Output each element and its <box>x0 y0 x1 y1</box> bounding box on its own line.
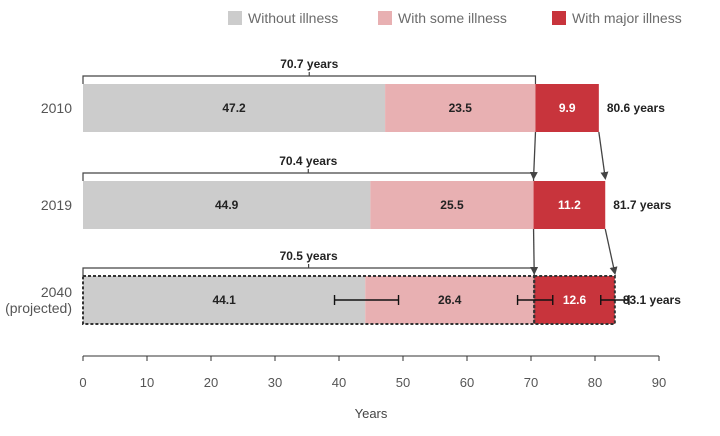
category-label-2019: 2019 <box>41 197 72 213</box>
legend: Without illness With some illness With maj… <box>228 10 682 26</box>
brace-label-2019: 70.4 years <box>279 154 337 168</box>
brace-2019 <box>82 172 535 181</box>
data-label-2040-3: 12.6 <box>563 293 587 307</box>
total-label-2010: 80.6 years <box>607 101 665 115</box>
x-tick-label-80: 80 <box>588 375 602 390</box>
x-axis: 0 10 20 30 40 50 60 70 80 90 Years <box>79 355 666 421</box>
legend-swatch-3 <box>552 11 566 25</box>
bar-segment-2010-3 <box>535 84 599 132</box>
x-tick-label-0: 0 <box>79 375 86 390</box>
x-axis-title: Years <box>355 406 388 421</box>
data-label-2010-3: 9.9 <box>559 101 576 115</box>
bar-segment-2010-2 <box>385 84 536 132</box>
data-label-2019-1: 44.9 <box>215 198 239 212</box>
arrow-total-1 <box>598 131 609 180</box>
x-tick-label-40: 40 <box>332 375 346 390</box>
x-tick-label-30: 30 <box>268 375 282 390</box>
total-label-2019: 81.7 years <box>613 198 671 212</box>
total-label-2040: 83.1 years <box>623 293 681 307</box>
legend-label-2: With some illness <box>398 10 507 26</box>
legend-label-3: With major illness <box>572 10 682 26</box>
error-bars <box>333 295 630 305</box>
data-label-2040-2: 26.4 <box>438 293 462 307</box>
brace-2010 <box>82 75 537 84</box>
data-label-2040-1: 44.1 <box>212 293 236 307</box>
legend-label-1: Without illness <box>248 10 338 26</box>
brace-label-2010: 70.7 years <box>280 57 338 71</box>
data-label-2010-2: 23.5 <box>449 101 473 115</box>
legend-swatch-2 <box>378 11 392 25</box>
x-tick-label-10: 10 <box>140 375 154 390</box>
arrow-boundary-1 <box>529 131 538 180</box>
data-label-2010-1: 47.2 <box>222 101 246 115</box>
connector-arrows <box>529 131 618 275</box>
arrow-total-2 <box>604 228 618 275</box>
category-label-2040: 2040 (projected) <box>5 284 72 316</box>
data-label-2019-3: 11.2 <box>558 198 581 212</box>
projected-outline-major <box>533 275 616 325</box>
bar-segment-2019-2 <box>370 181 534 229</box>
labels: 47.2 23.5 9.9 80.6 years 2010 70.7 years 44.9 2… <box>5 57 681 316</box>
bars <box>82 84 616 325</box>
x-tick-label-70: 70 <box>524 375 538 390</box>
brace-2040 <box>82 267 535 276</box>
bar-segment-2019-3 <box>533 181 606 229</box>
bar-segment-2010-1 <box>83 84 386 132</box>
x-tick-label-60: 60 <box>460 375 474 390</box>
x-tick-label-20: 20 <box>204 375 218 390</box>
x-tick-label-50: 50 <box>396 375 410 390</box>
arrow-boundary-2 <box>530 228 539 275</box>
bar-segment-2040-1 <box>83 276 366 324</box>
data-label-2019-2: 25.5 <box>440 198 464 212</box>
legend-swatch-1 <box>228 11 242 25</box>
brace-label-2040: 70.5 years <box>280 249 338 263</box>
x-tick-label-90: 90 <box>652 375 666 390</box>
category-label-2010: 2010 <box>41 100 72 116</box>
bar-segment-2019-1 <box>83 181 371 229</box>
